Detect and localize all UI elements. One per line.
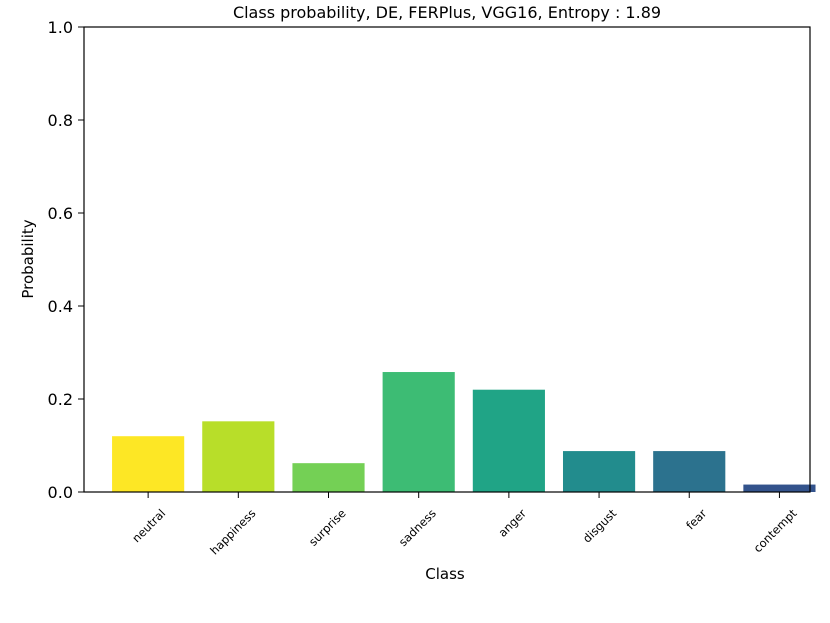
x-axis-ticks: neutral happiness surprise sadness anger disg… <box>129 492 800 557</box>
x-tick-label-happiness: happiness <box>207 506 258 557</box>
bars-layer <box>112 372 816 492</box>
y-tick-label: 0.8 <box>48 111 73 130</box>
bar-anger <box>472 389 545 492</box>
bar-sadness <box>382 372 455 492</box>
x-tick-label-sadness: sadness <box>396 506 439 549</box>
x-tick-label-anger: anger <box>495 506 529 540</box>
bar-neutral <box>112 436 185 492</box>
bar-contempt <box>743 484 816 492</box>
bar-disgust <box>562 451 636 492</box>
x-tick-label-neutral: neutral <box>129 506 168 545</box>
y-tick-label: 1.0 <box>48 18 73 37</box>
y-tick-label: 0.4 <box>48 297 73 316</box>
y-tick-label: 0.0 <box>48 483 73 502</box>
y-tick-label: 0.6 <box>48 204 73 223</box>
y-axis-label: Probability <box>19 219 37 298</box>
y-tick-label: 0.2 <box>48 390 73 409</box>
bar-fear <box>653 451 726 492</box>
x-tick-label-disgust: disgust <box>580 506 620 546</box>
x-axis-label: Class <box>425 565 465 583</box>
x-tick-label-surprise: surprise <box>306 506 349 549</box>
bar-happiness <box>202 421 275 492</box>
plot-frame <box>83 26 811 493</box>
bar-surprise <box>292 463 365 492</box>
y-axis-ticks: 0.0 0.2 0.4 0.6 0.8 1.0 <box>48 18 84 502</box>
x-tick-label-fear: fear <box>683 506 709 532</box>
x-tick-label-contempt: contempt <box>751 506 800 555</box>
chart-title: Class probability, DE, FERPlus, VGG16, E… <box>233 3 661 22</box>
